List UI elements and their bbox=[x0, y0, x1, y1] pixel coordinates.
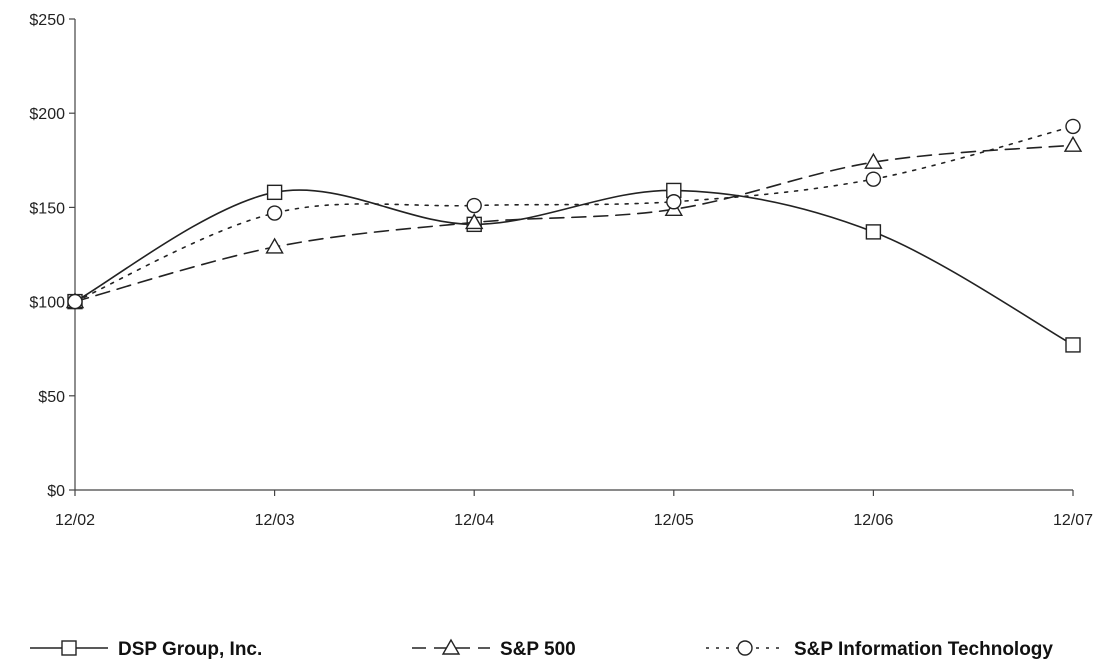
x-tick-label: 12/06 bbox=[853, 512, 893, 529]
square-marker bbox=[1065, 337, 1081, 353]
legend-item: DSP Group, Inc. bbox=[30, 639, 262, 660]
circle-marker bbox=[865, 171, 882, 187]
legend-square-marker bbox=[61, 640, 77, 656]
circle-marker bbox=[666, 194, 682, 210]
x-axis: 12/02 12/03 12/04 12/05 12/06 12/07 bbox=[55, 489, 1093, 529]
x-tick-label: 12/02 bbox=[55, 512, 95, 529]
x-tick-label: 12/03 bbox=[255, 512, 295, 529]
circle-marker bbox=[67, 293, 83, 310]
series-layer bbox=[65, 118, 1083, 353]
triangle-marker bbox=[1063, 135, 1083, 152]
y-axis: $0 $50 $100 $150 $200 $250 bbox=[29, 12, 76, 500]
legend-label: S&P 500 bbox=[500, 639, 576, 660]
circle-marker bbox=[266, 205, 283, 221]
square-marker bbox=[865, 224, 882, 240]
y-tick-label: $250 bbox=[29, 12, 65, 29]
series-line bbox=[74, 189, 1074, 346]
legend-circle-marker bbox=[737, 640, 753, 656]
circle-marker bbox=[1065, 118, 1081, 135]
y-tick-label: $200 bbox=[29, 106, 65, 123]
square-marker bbox=[266, 184, 283, 201]
triangle-marker bbox=[864, 152, 883, 169]
legend-label: S&P Information Technology bbox=[794, 639, 1053, 660]
y-tick-label: $100 bbox=[29, 295, 65, 312]
series-circle bbox=[67, 118, 1081, 310]
legend-label: DSP Group, Inc. bbox=[118, 639, 262, 660]
y-tick-label: $50 bbox=[38, 389, 65, 406]
triangle-marker bbox=[464, 213, 484, 230]
x-tick-label: 12/05 bbox=[654, 512, 694, 529]
series-line bbox=[74, 125, 1074, 303]
x-tick-label: 12/04 bbox=[454, 512, 494, 529]
series-triangle bbox=[65, 135, 1083, 309]
y-tick-label: $150 bbox=[29, 200, 65, 217]
x-tick-label: 12/07 bbox=[1053, 512, 1093, 529]
circle-marker bbox=[466, 197, 482, 214]
legend-item: S&P 500 bbox=[412, 638, 576, 660]
triangle-marker bbox=[265, 237, 284, 254]
series-square bbox=[67, 182, 1081, 353]
y-tick-label: $0 bbox=[47, 483, 65, 500]
series-line bbox=[74, 144, 1074, 303]
legend: DSP Group, Inc. S&P 500 S&P Information Te… bbox=[30, 638, 1053, 660]
legend-item: S&P Information Technology bbox=[706, 639, 1053, 660]
legend-triangle-marker bbox=[441, 638, 461, 655]
